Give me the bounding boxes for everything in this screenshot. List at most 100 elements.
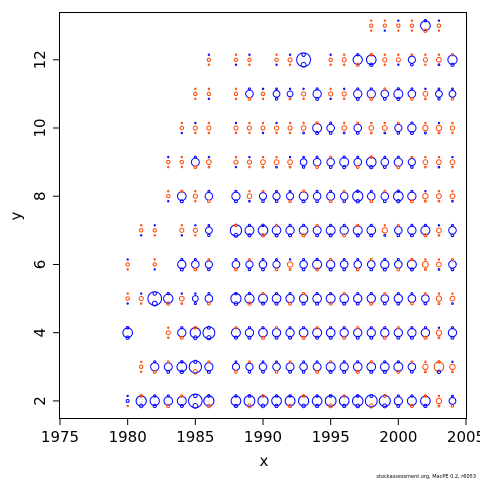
bubble: [194, 224, 197, 227]
bubble: [247, 57, 252, 62]
bubble: [370, 19, 373, 22]
bubble: [435, 329, 443, 336]
bubble: [153, 224, 156, 227]
bubble: [328, 369, 333, 374]
bubble: [301, 91, 307, 97]
bubble: [248, 190, 251, 193]
bubble: [315, 233, 320, 238]
bubble: [383, 326, 387, 330]
bubble: [271, 395, 282, 407]
bubble: [409, 233, 414, 238]
bubble: [288, 165, 292, 169]
bubble: [410, 97, 414, 101]
bubble: [423, 370, 427, 374]
bubble: [421, 261, 429, 268]
bubble: [315, 267, 320, 272]
bubble: [206, 403, 212, 409]
bubble: [302, 326, 306, 330]
bubble: [449, 159, 456, 166]
bubble: [287, 125, 293, 131]
bubble: [147, 291, 163, 306]
bubble: [410, 369, 414, 374]
bubble: [324, 395, 337, 407]
bubble: [275, 87, 278, 91]
bubble: [180, 292, 184, 295]
bubble: [407, 294, 417, 303]
bubble: [234, 291, 238, 296]
bubble: [301, 394, 306, 398]
bubble: [342, 233, 347, 238]
bubble: [423, 292, 427, 296]
bubble: [302, 155, 305, 159]
bubble: [369, 53, 373, 57]
bubble: [328, 403, 334, 409]
bubble: [423, 335, 428, 340]
bubble: [179, 267, 184, 272]
bubble: [193, 393, 198, 399]
bubble: [423, 267, 427, 272]
bubble: [343, 87, 346, 91]
bubble: [366, 89, 376, 99]
bubble: [233, 199, 238, 204]
bubble: [410, 292, 414, 296]
bubble: [248, 53, 251, 56]
bubble: [207, 53, 211, 56]
bubble: [396, 87, 400, 91]
bubble: [437, 29, 441, 32]
bubble: [179, 335, 184, 340]
bubble: [257, 225, 269, 236]
bubble: [139, 364, 144, 370]
bubble: [355, 403, 361, 409]
bubble: [166, 194, 171, 199]
bubble: [247, 326, 252, 330]
bubble: [342, 267, 347, 272]
bubble: [312, 362, 322, 372]
bubble: [315, 165, 319, 169]
bubble: [368, 125, 375, 131]
bubble: [194, 292, 197, 295]
bubble: [288, 87, 292, 91]
bubble: [329, 63, 332, 66]
bubble: [422, 363, 429, 371]
y-tick-label: 8: [31, 191, 49, 201]
bubble: [167, 155, 170, 159]
bubble: [139, 228, 144, 233]
bubble: [179, 199, 184, 204]
bubble: [189, 327, 201, 339]
bubble: [355, 131, 360, 135]
bubble: [356, 53, 360, 57]
bubble: [207, 258, 211, 261]
bubble: [261, 369, 265, 374]
bubble: [369, 23, 374, 28]
bubble: [248, 155, 251, 159]
bubble: [328, 394, 333, 398]
bubble: [230, 327, 241, 338]
x-tick-label: 1985: [176, 428, 214, 446]
bubble: [450, 53, 455, 57]
bubble: [369, 393, 374, 398]
bubble: [302, 292, 306, 296]
bubble: [382, 57, 388, 63]
bubble: [369, 199, 374, 204]
bubble: [410, 301, 414, 306]
bubble: [451, 302, 454, 305]
bubble: [451, 165, 454, 169]
bubble: [302, 258, 306, 261]
bubble: [315, 189, 319, 193]
bubble: [274, 326, 279, 330]
bubble: [410, 189, 414, 193]
bubble: [410, 63, 414, 67]
bubble: [247, 97, 252, 101]
bubble: [261, 87, 265, 91]
bubble: [355, 394, 360, 398]
bubble: [406, 395, 417, 406]
bubble: [233, 335, 239, 340]
bubble: [369, 335, 374, 340]
bubble: [382, 199, 387, 204]
bubble: [383, 131, 387, 135]
bubble: [356, 223, 360, 227]
bubble: [342, 165, 347, 170]
bubble: [140, 234, 143, 237]
bubble: [380, 191, 390, 201]
bubble: [436, 193, 442, 200]
